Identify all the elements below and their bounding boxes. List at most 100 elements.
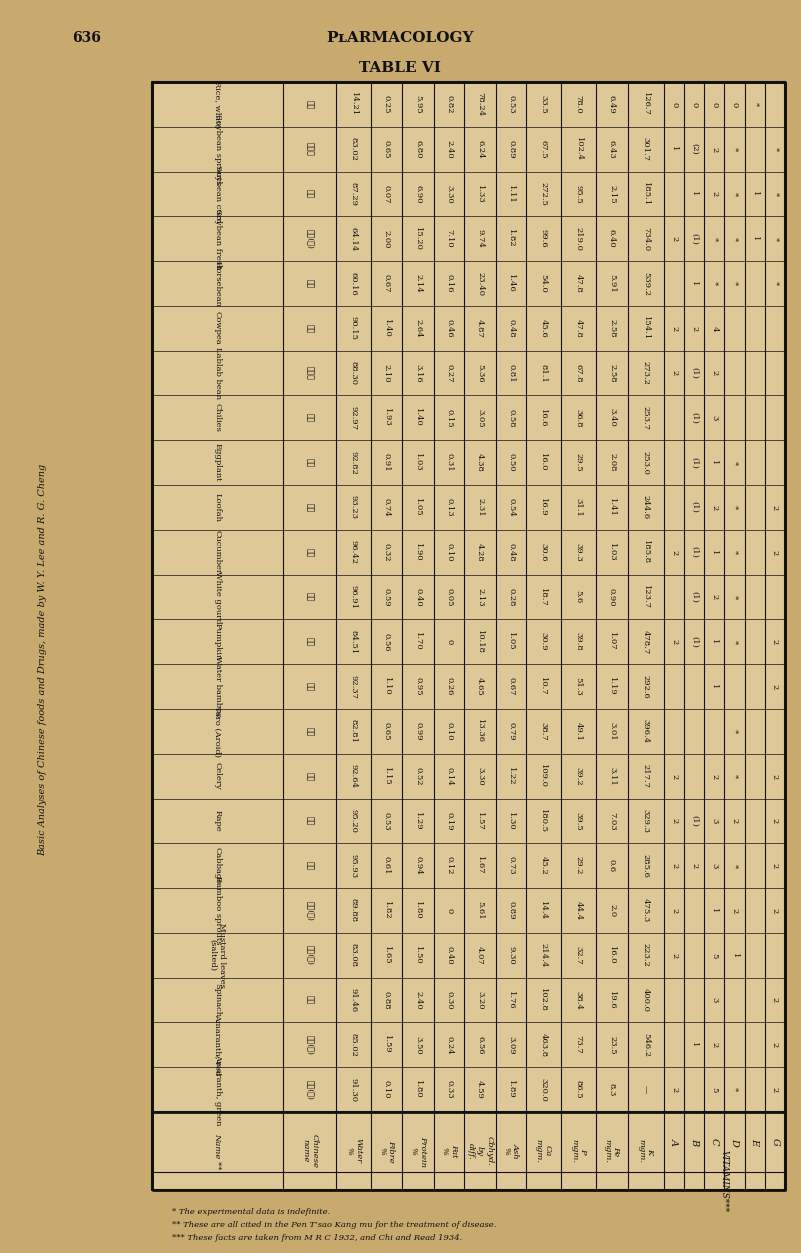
Text: 734.0: 734.0 xyxy=(642,227,650,251)
Text: *: * xyxy=(710,237,718,241)
Text: 0: 0 xyxy=(690,101,698,107)
Text: 0.91: 0.91 xyxy=(383,454,391,472)
Text: 1.03: 1.03 xyxy=(414,454,422,472)
Text: 6.43: 6.43 xyxy=(608,140,616,159)
Text: 1.41: 1.41 xyxy=(608,497,616,517)
Text: 0.32: 0.32 xyxy=(383,543,391,561)
Text: 0.53: 0.53 xyxy=(383,812,391,831)
Text: 0.07: 0.07 xyxy=(383,184,391,203)
Text: 1: 1 xyxy=(731,952,739,959)
Text: 1: 1 xyxy=(690,281,698,286)
Text: *: * xyxy=(731,640,739,644)
Text: 3.20: 3.20 xyxy=(476,991,484,1010)
Text: 3: 3 xyxy=(710,415,718,421)
Text: 0.48: 0.48 xyxy=(507,543,515,561)
Text: 野菜(红): 野菜(红) xyxy=(306,1035,314,1055)
Text: 30.6: 30.6 xyxy=(539,543,547,561)
Text: 0.25: 0.25 xyxy=(383,95,391,114)
Text: 黃瓜: 黃瓜 xyxy=(306,548,314,556)
Text: 1.80: 1.80 xyxy=(414,901,422,920)
Text: 0.16: 0.16 xyxy=(445,274,453,293)
Text: 44.4: 44.4 xyxy=(574,901,582,920)
Text: 2: 2 xyxy=(670,818,678,823)
Text: 白米: 白米 xyxy=(306,100,314,109)
Text: *: * xyxy=(731,282,739,286)
Text: 1.30: 1.30 xyxy=(507,812,515,831)
Text: 2.13: 2.13 xyxy=(476,588,484,606)
Text: 400.0: 400.0 xyxy=(642,989,650,1012)
Text: Horsebean: Horsebean xyxy=(214,261,222,307)
Text: 272.5: 272.5 xyxy=(539,182,547,205)
Text: 詹談: 詹談 xyxy=(306,727,314,736)
Text: 2: 2 xyxy=(670,236,678,242)
Text: 5.61: 5.61 xyxy=(476,901,484,920)
Text: Water bamboo: Water bamboo xyxy=(214,657,222,717)
Text: 0.27: 0.27 xyxy=(445,363,453,382)
Text: 38.7: 38.7 xyxy=(539,722,547,741)
Text: 6.80: 6.80 xyxy=(414,140,422,158)
Text: 329.3: 329.3 xyxy=(642,809,650,833)
Text: 2: 2 xyxy=(710,192,718,197)
Text: 214.4: 214.4 xyxy=(539,944,547,967)
Text: 49.1: 49.1 xyxy=(574,722,582,741)
Text: Water
%: Water % xyxy=(345,1139,362,1164)
Text: 1.07: 1.07 xyxy=(608,633,616,652)
Text: Amaranth, red: Amaranth, red xyxy=(214,1014,222,1075)
Text: 2.64: 2.64 xyxy=(414,320,422,337)
Text: 豆豆: 豆豆 xyxy=(306,323,314,333)
Text: 芥菜(盐): 芥菜(盐) xyxy=(306,945,314,965)
Text: 478.7: 478.7 xyxy=(642,630,650,654)
Text: Lablab bean: Lablab bean xyxy=(214,347,222,400)
Text: (1): (1) xyxy=(690,501,698,514)
Text: 0.05: 0.05 xyxy=(445,588,453,606)
Text: 1.05: 1.05 xyxy=(507,633,515,652)
Text: 0.65: 0.65 xyxy=(383,140,391,158)
Text: *: * xyxy=(731,595,739,599)
Text: 83.08: 83.08 xyxy=(350,944,358,967)
Text: 636: 636 xyxy=(72,31,101,45)
Text: Rice, white: Rice, white xyxy=(214,81,222,128)
Text: 2.40: 2.40 xyxy=(414,991,422,1010)
Text: 81.1: 81.1 xyxy=(539,363,547,382)
Text: 92.82: 92.82 xyxy=(350,451,358,475)
Text: 1: 1 xyxy=(710,550,718,555)
Text: (1): (1) xyxy=(690,456,698,469)
Text: (1): (1) xyxy=(690,814,698,827)
Text: 109.0: 109.0 xyxy=(539,764,547,788)
Text: Cabbage: Cabbage xyxy=(214,847,222,885)
Text: 黃豆(鮮): 黃豆(鮮) xyxy=(306,229,314,248)
Text: Chinese
name: Chinese name xyxy=(301,1134,318,1168)
Text: 2.0: 2.0 xyxy=(608,903,616,917)
Text: 83.02: 83.02 xyxy=(350,138,358,162)
Text: 47.8: 47.8 xyxy=(574,318,582,338)
Text: 1.70: 1.70 xyxy=(414,633,422,652)
Text: 95.20: 95.20 xyxy=(350,809,358,833)
Text: 2: 2 xyxy=(690,326,698,331)
Text: D: D xyxy=(730,1138,739,1146)
Text: 0.46: 0.46 xyxy=(445,320,453,337)
Text: (2): (2) xyxy=(690,143,698,155)
Text: 3.40: 3.40 xyxy=(608,408,616,427)
Text: 4: 4 xyxy=(710,326,718,331)
Text: 16.0: 16.0 xyxy=(539,454,547,472)
Text: *: * xyxy=(710,282,718,286)
Text: 539.2: 539.2 xyxy=(642,272,650,296)
Text: Fe
mgm.: Fe mgm. xyxy=(603,1139,621,1163)
Text: 7.03: 7.03 xyxy=(608,812,616,831)
Text: 0.73: 0.73 xyxy=(507,856,515,875)
Text: 1: 1 xyxy=(751,236,759,242)
Text: 0.67: 0.67 xyxy=(507,678,515,695)
Text: 0.65: 0.65 xyxy=(383,722,391,741)
Text: *** These facts are taken from M R C 1932, and Chi and Read 1934.: *** These facts are taken from M R C 193… xyxy=(172,1234,462,1242)
Text: 2.31: 2.31 xyxy=(476,499,484,516)
Text: 29.5: 29.5 xyxy=(574,454,582,472)
Text: 86.5: 86.5 xyxy=(574,1080,582,1099)
Text: 2.10: 2.10 xyxy=(383,363,391,382)
Text: 60.16: 60.16 xyxy=(350,272,358,296)
Text: 15.20: 15.20 xyxy=(414,227,422,251)
Text: 芹菜: 芹菜 xyxy=(306,772,314,781)
Text: Amaranth, green: Amaranth, green xyxy=(214,1054,222,1125)
Text: 89.88: 89.88 xyxy=(350,898,358,922)
Text: 2: 2 xyxy=(670,326,678,331)
Text: 0.88: 0.88 xyxy=(383,991,391,1010)
